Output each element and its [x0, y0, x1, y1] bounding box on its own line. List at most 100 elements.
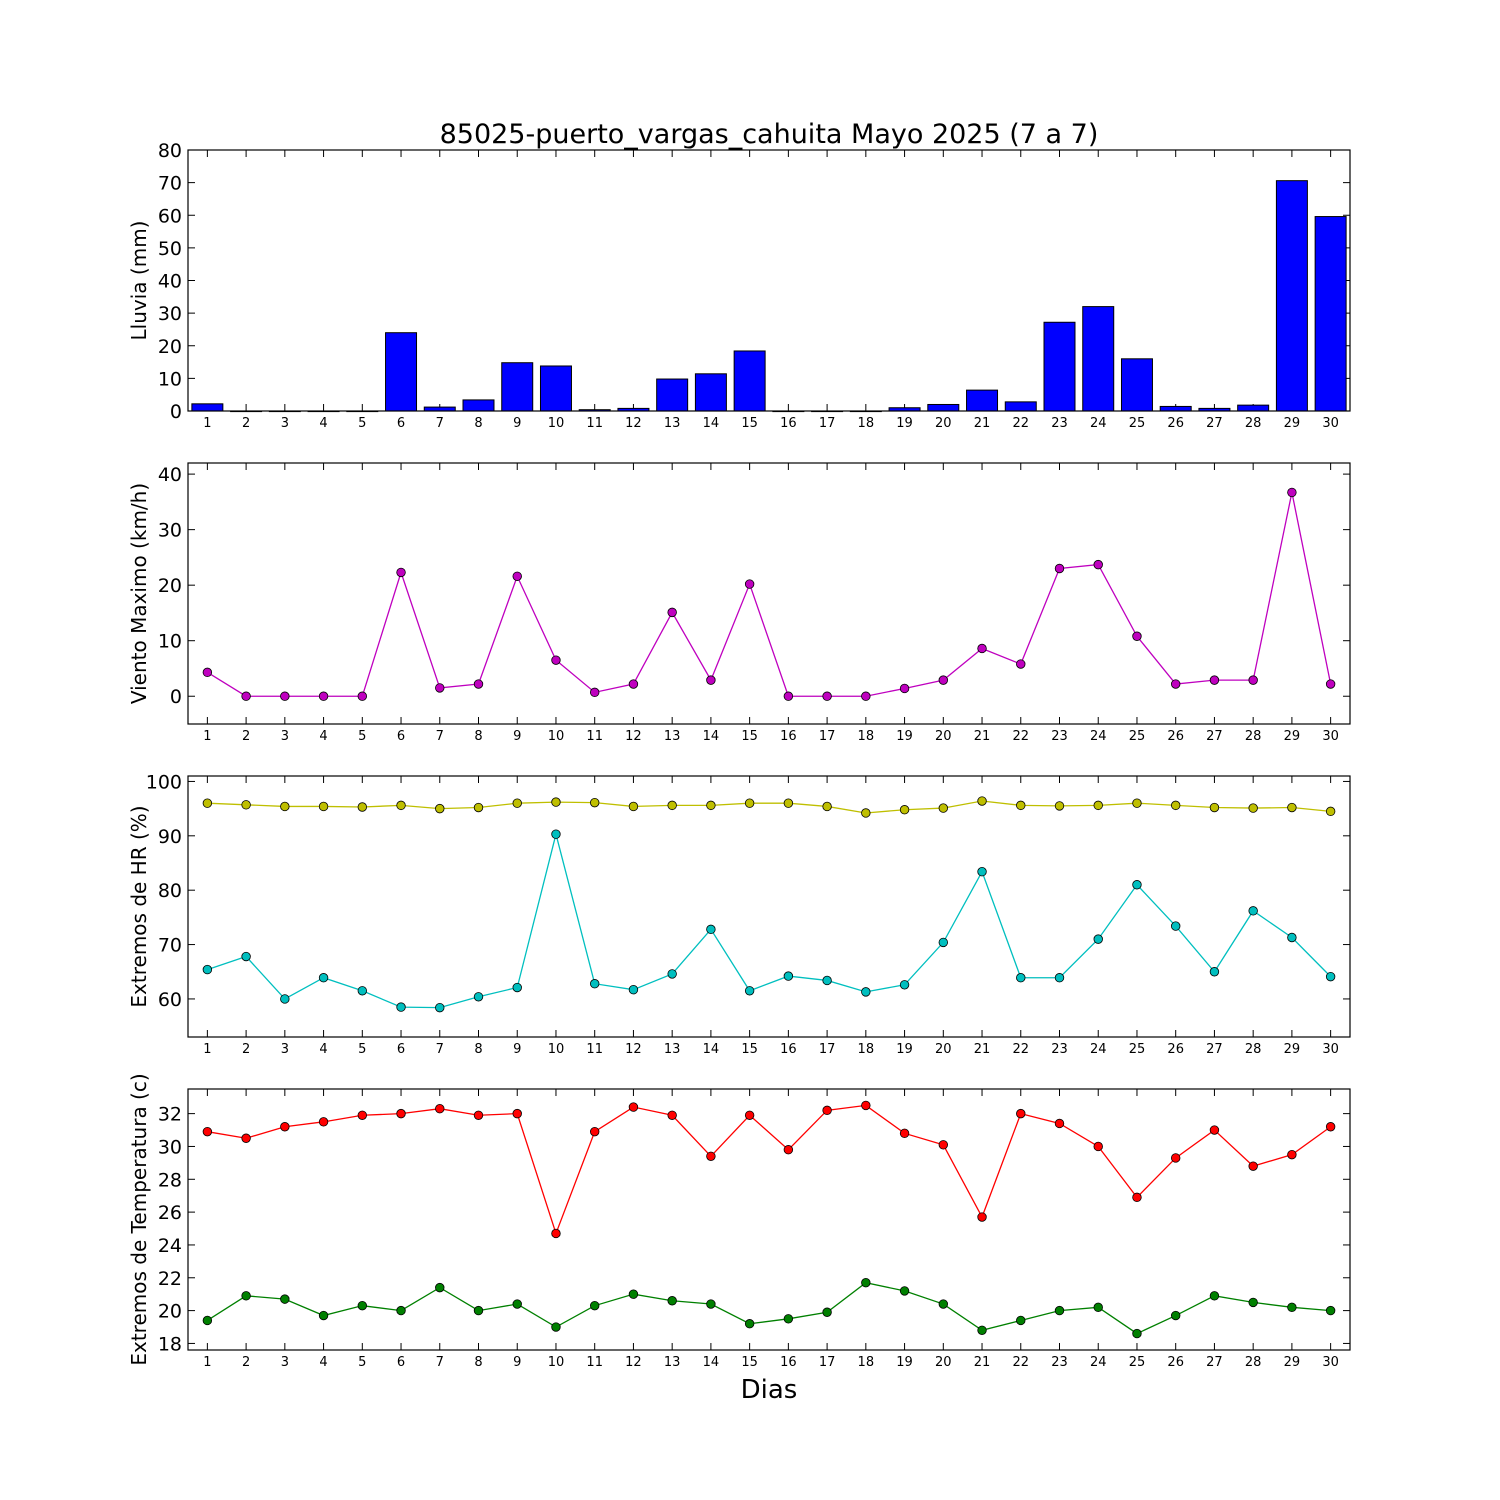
x-tick-label: 27: [1206, 416, 1223, 431]
data-point: [280, 801, 290, 812]
data-point: [1287, 1302, 1297, 1313]
data-point: [473, 1110, 484, 1120]
y-tick-label: 0: [170, 401, 182, 423]
x-tick-label: 5: [358, 1355, 366, 1370]
data-point: [744, 798, 755, 808]
bar: [694, 373, 727, 412]
x-tick-label: 16: [780, 729, 797, 744]
data-point: [706, 1151, 716, 1162]
x-tick-label: 26: [1167, 729, 1184, 744]
x-tick-label: 8: [474, 1042, 482, 1057]
x-tick-label: 15: [741, 729, 758, 744]
data-point: [822, 801, 832, 812]
data-point: [628, 679, 639, 689]
x-tick-label: 20: [935, 729, 952, 744]
bar: [966, 389, 999, 412]
x-tick-label: 16: [780, 416, 797, 431]
data-point: [357, 1110, 368, 1120]
y-tick-label: 20: [158, 575, 182, 597]
data-point: [1170, 921, 1181, 931]
bar: [1159, 405, 1192, 412]
x-tick-label: 12: [625, 1355, 642, 1370]
x-tick-label: 15: [741, 1355, 758, 1370]
data-point: [435, 683, 445, 693]
data-point: [1248, 1161, 1258, 1171]
data-point: [1209, 967, 1220, 977]
data-point: [202, 1315, 213, 1326]
data-point: [938, 1140, 949, 1150]
y-tick-label: 32: [158, 1104, 182, 1126]
bar: [1237, 404, 1270, 412]
x-tick-label: 5: [358, 1042, 366, 1057]
data-point: [1170, 800, 1181, 811]
data-point: [783, 691, 794, 701]
data-point: [551, 797, 561, 807]
data-point: [318, 1310, 329, 1321]
x-tick-label: 29: [1284, 1355, 1301, 1370]
data-point: [861, 808, 871, 818]
x-tick-label: 2: [242, 416, 250, 431]
plot-frame: [187, 149, 1351, 412]
data-point: [551, 1228, 561, 1239]
data-point: [435, 803, 445, 814]
data-point: [1093, 1141, 1103, 1152]
data-point: [202, 667, 213, 678]
x-tick-label: 21: [974, 416, 991, 431]
x-tick-label: 1: [203, 729, 211, 744]
x-tick-label: 10: [548, 416, 565, 431]
x-tick-label: 23: [1051, 729, 1068, 744]
data-point: [1054, 1305, 1065, 1316]
data-point: [473, 679, 484, 689]
y-tick-label: 10: [158, 368, 182, 390]
bar: [191, 403, 224, 412]
data-point: [1325, 971, 1336, 982]
x-tick-label: 14: [703, 1355, 720, 1370]
y-tick-label: 30: [158, 1136, 182, 1158]
x-tick-label: 17: [819, 1355, 836, 1370]
data-point: [977, 796, 987, 806]
data-point: [241, 1291, 251, 1301]
data-point: [1054, 973, 1065, 983]
x-tick-label: 13: [664, 1355, 681, 1370]
x-tick-label: 7: [436, 1355, 444, 1370]
data-point: [783, 1145, 794, 1155]
data-point: [706, 675, 716, 685]
data-point: [667, 800, 677, 811]
x-tick-label: 17: [819, 416, 836, 431]
x-tick-label: 23: [1051, 416, 1068, 431]
data-point: [899, 805, 910, 815]
data-point: [977, 867, 987, 877]
data-point: [512, 798, 522, 808]
series-line: [207, 492, 1332, 697]
y-tick-label: 28: [158, 1169, 182, 1191]
data-point: [241, 1133, 251, 1143]
x-tick-label: 24: [1090, 416, 1107, 431]
x-tick-label: 1: [203, 1355, 211, 1370]
x-tick-label: 21: [974, 729, 991, 744]
bar: [462, 399, 495, 412]
x-tick-label: 23: [1051, 1355, 1068, 1370]
data-point: [706, 800, 716, 811]
x-tick-label: 14: [703, 729, 720, 744]
data-point: [1132, 1192, 1142, 1203]
data-point: [1132, 1328, 1142, 1339]
data-point: [938, 675, 949, 685]
x-tick-label: 28: [1245, 1042, 1262, 1057]
x-tick-label: 12: [625, 729, 642, 744]
x-tick-label: 2: [242, 1042, 250, 1057]
data-point: [667, 607, 677, 618]
x-tick-label: 28: [1245, 1355, 1262, 1370]
x-tick-label: 22: [1012, 1042, 1029, 1057]
y-axis-label: Viento Maximo (km/h): [127, 483, 151, 704]
data-point: [1093, 559, 1103, 570]
data-point: [1132, 798, 1142, 808]
x-tick-label: 6: [397, 1042, 405, 1057]
x-tick-label: 25: [1129, 729, 1146, 744]
series-line: [207, 1104, 1332, 1236]
x-tick-label: 8: [474, 416, 482, 431]
